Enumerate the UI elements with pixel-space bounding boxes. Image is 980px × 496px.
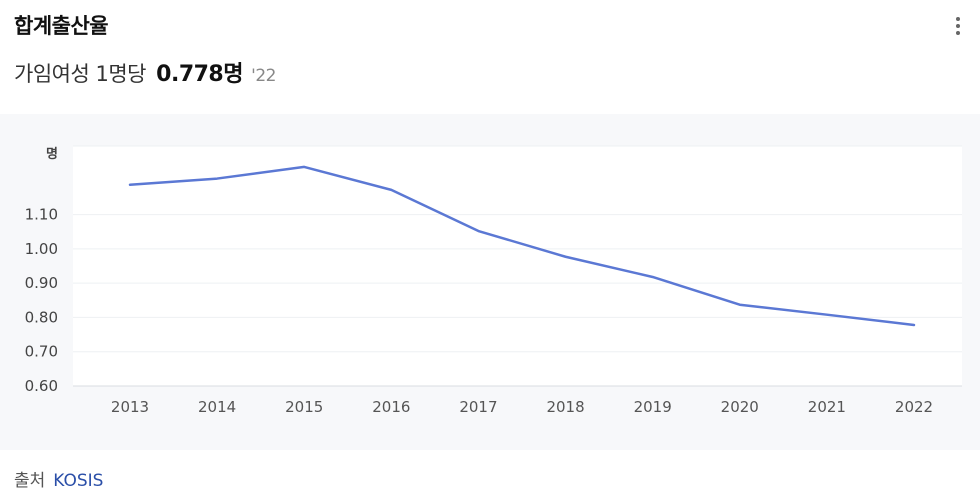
x-tick-label: 2016 (372, 398, 410, 416)
source-link[interactable]: KOSIS (53, 471, 104, 491)
x-tick-label: 2017 (459, 398, 497, 416)
data-point[interactable] (734, 299, 746, 311)
y-tick-label: 0.90 (25, 274, 58, 292)
x-tick-label: 2020 (721, 398, 759, 416)
x-tick-label: 2022 (895, 398, 933, 416)
subtitle: 가임여성 1명당 0.778명 '22 (14, 56, 276, 88)
data-point[interactable] (821, 309, 833, 321)
x-tick-label: 2014 (198, 398, 236, 416)
plot-background (73, 146, 962, 386)
x-tick-label: 2013 (111, 398, 149, 416)
data-point[interactable] (385, 184, 397, 196)
data-point[interactable] (124, 179, 136, 191)
more-options-icon[interactable] (948, 14, 968, 40)
chart-area: 0.60 0.70 0.80 0.90 1.00 1.10 2013 2014 2015 201… (0, 114, 980, 450)
y-tick-label: 0.60 (25, 377, 58, 395)
x-tick-label: 2018 (546, 398, 584, 416)
data-point[interactable] (211, 173, 223, 185)
y-tick-label: 0.70 (25, 343, 58, 361)
data-point[interactable] (647, 271, 659, 283)
y-tick-label: 0.80 (25, 308, 58, 326)
latest-value: 0.778명 (156, 62, 243, 87)
latest-year: '22 (251, 66, 276, 86)
source-label: 출처 (14, 471, 46, 491)
line-chart: 0.60 0.70 0.80 0.90 1.00 1.10 2013 2014 2015 201… (25, 145, 962, 416)
x-tick-label: 2021 (808, 398, 846, 416)
y-axis-unit: 명 (46, 146, 58, 162)
y-tick-label: 1.00 (25, 240, 58, 258)
source: 출처 KOSIS (14, 466, 103, 491)
y-tick-label: 1.10 (25, 206, 58, 224)
data-point[interactable] (560, 251, 572, 263)
data-point[interactable] (908, 319, 920, 331)
chart-title: 합계출산율 (14, 14, 109, 38)
series-line (128, 165, 916, 327)
x-tick-label: 2015 (285, 398, 323, 416)
subtitle-prefix: 가임여성 1명당 (14, 62, 146, 86)
data-point[interactable] (298, 161, 310, 173)
data-point[interactable] (472, 225, 484, 237)
x-tick-label: 2019 (634, 398, 672, 416)
